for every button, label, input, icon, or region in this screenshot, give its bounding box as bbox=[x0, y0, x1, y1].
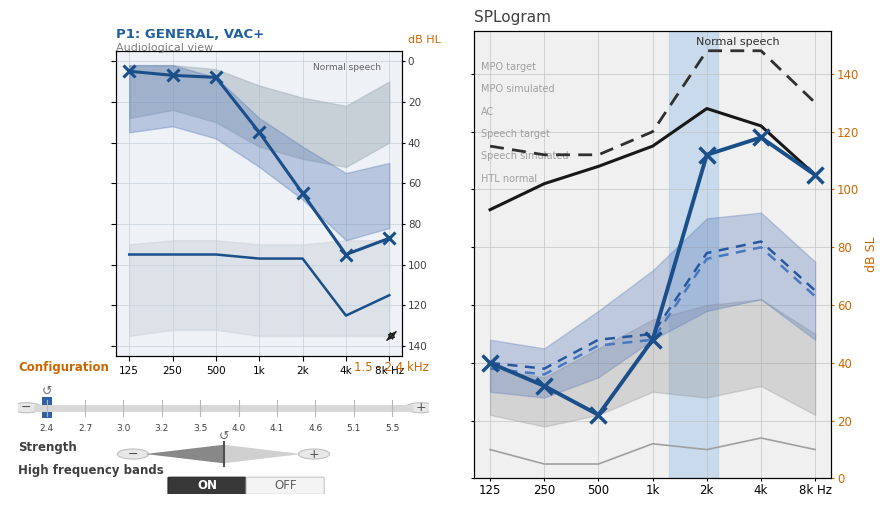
Text: SPLogram: SPLogram bbox=[474, 10, 551, 25]
Text: 4.0: 4.0 bbox=[232, 423, 246, 433]
Text: Normal speech: Normal speech bbox=[713, 44, 723, 45]
Text: 5.1: 5.1 bbox=[347, 423, 361, 433]
Y-axis label: dB SL: dB SL bbox=[864, 237, 878, 272]
Text: +: + bbox=[416, 401, 426, 414]
Polygon shape bbox=[224, 445, 301, 463]
Text: 4.1: 4.1 bbox=[270, 423, 284, 433]
Text: AC: AC bbox=[481, 107, 494, 117]
Text: 3.2: 3.2 bbox=[155, 423, 169, 433]
FancyBboxPatch shape bbox=[246, 477, 325, 494]
Text: dB HL: dB HL bbox=[408, 35, 441, 45]
Text: 2.4: 2.4 bbox=[39, 423, 54, 433]
Circle shape bbox=[299, 449, 330, 459]
Text: +: + bbox=[308, 447, 319, 461]
Text: Speech target: Speech target bbox=[481, 129, 550, 139]
Text: High frequency bands: High frequency bands bbox=[18, 464, 164, 476]
Text: P1: GENERAL, VAC+: P1: GENERAL, VAC+ bbox=[116, 28, 265, 41]
Text: Normal speech: Normal speech bbox=[696, 37, 780, 47]
Text: −: − bbox=[128, 447, 139, 461]
Text: ON: ON bbox=[197, 479, 217, 492]
Circle shape bbox=[405, 403, 436, 413]
Text: 3.5: 3.5 bbox=[193, 423, 207, 433]
Text: MPO simulated: MPO simulated bbox=[481, 84, 554, 94]
Text: 1.5 - 2.4 kHz: 1.5 - 2.4 kHz bbox=[354, 361, 429, 375]
Text: Strength: Strength bbox=[18, 441, 77, 454]
Text: Audiological view: Audiological view bbox=[116, 43, 214, 53]
Text: 3.0: 3.0 bbox=[116, 423, 131, 433]
Bar bbox=[42, 397, 52, 418]
Text: ↺: ↺ bbox=[218, 430, 229, 443]
Text: MPO target: MPO target bbox=[481, 62, 536, 72]
FancyBboxPatch shape bbox=[168, 477, 246, 494]
Text: OFF: OFF bbox=[274, 479, 297, 492]
Text: 2.7: 2.7 bbox=[78, 423, 92, 433]
Text: Configuration: Configuration bbox=[18, 361, 109, 375]
Text: Normal speech: Normal speech bbox=[313, 63, 381, 72]
Text: ↺: ↺ bbox=[41, 385, 52, 398]
Circle shape bbox=[11, 403, 42, 413]
Polygon shape bbox=[146, 445, 224, 463]
Text: −: − bbox=[21, 401, 31, 414]
Text: 4.6: 4.6 bbox=[308, 423, 323, 433]
Bar bbox=[669, 31, 718, 478]
Text: 5.5: 5.5 bbox=[385, 423, 400, 433]
Circle shape bbox=[117, 449, 148, 459]
Text: HTL normal: HTL normal bbox=[481, 174, 537, 184]
Text: Speech simulated: Speech simulated bbox=[481, 152, 569, 161]
